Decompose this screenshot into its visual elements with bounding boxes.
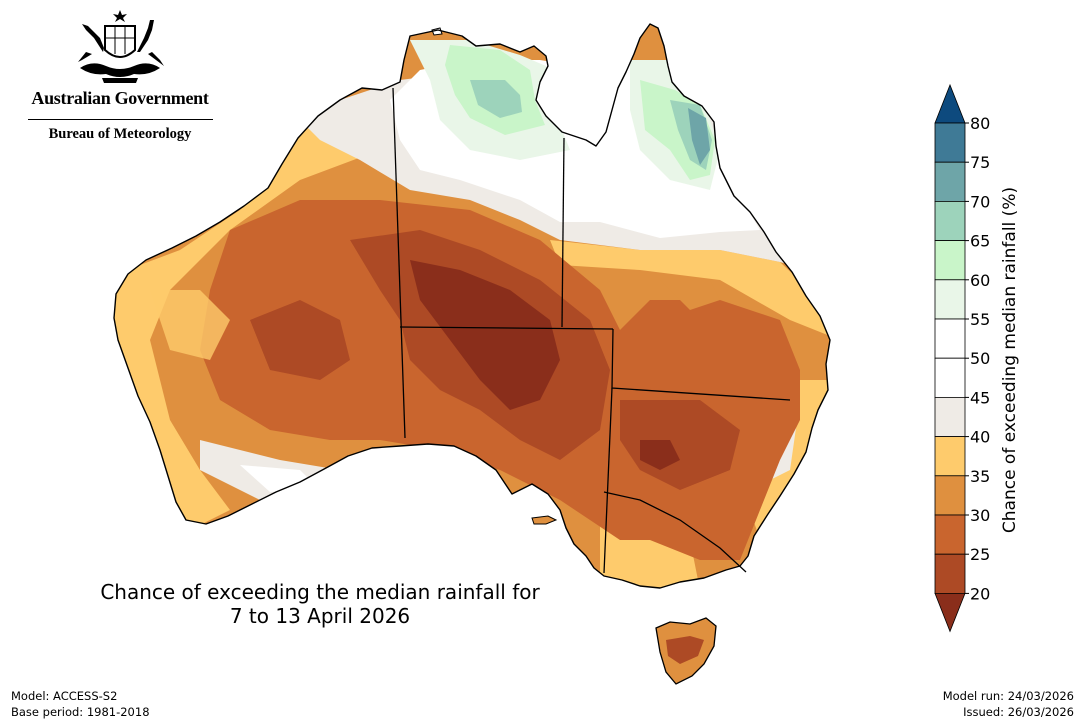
map-title-line-2: 7 to 13 April 2026	[229, 604, 411, 628]
emu-emblem	[137, 20, 164, 66]
colorbar-axis-label: Chance of exceeding median rainfall (%)	[1000, 187, 1020, 533]
government-title: Australian Government	[31, 88, 209, 108]
colorbar-bin	[934, 201, 966, 242]
colorbar-top-arrow	[934, 83, 966, 124]
map-title-line-1: Chance of exceeding the median rainfall …	[100, 580, 540, 604]
colorbar-bin	[934, 161, 966, 202]
kangaroo-emblem	[74, 24, 104, 64]
colorbar-bin	[934, 514, 966, 555]
colorbar-tick-label: 20	[970, 584, 990, 603]
colorbar-tick-label: 60	[970, 271, 990, 290]
probability-colorbar: 80 75 70 65 60 55 50 45 40 35 30 25 20 Chance of exc…	[934, 83, 1020, 633]
colorbar-bin	[934, 436, 966, 477]
colorbar-tick-label: 55	[970, 310, 990, 329]
wattle-emblem	[80, 63, 160, 77]
nt-qld-border	[561, 137, 565, 328]
model-run-date: Model run: 24/03/2026	[942, 689, 1074, 703]
rainfall-probability-field	[114, 24, 830, 685]
shield-emblem	[104, 25, 136, 58]
colorbar-tick-label: 65	[970, 232, 990, 251]
map-title: Chance of exceeding the median rainfall …	[60, 580, 580, 628]
colorbar-tick-label: 30	[970, 506, 990, 525]
coastline	[113, 23, 831, 589]
colorbar-tick-label: 50	[970, 349, 990, 368]
nt-sa-border	[399, 326, 614, 330]
star-emblem	[113, 10, 127, 22]
colorbar-bin	[934, 122, 966, 163]
colorbar-bin	[934, 318, 966, 359]
colorbar-tick-label: 75	[970, 153, 990, 172]
colorbar-tick-label: 80	[970, 114, 990, 133]
kangaroo-island	[531, 515, 558, 525]
colorbar-bin	[934, 357, 966, 398]
colorbar-tick-label: 40	[970, 428, 990, 447]
issued-date: Issued: 26/03/2026	[963, 705, 1074, 719]
colorbar-tick-label: 25	[970, 545, 990, 564]
colorbar-bin	[934, 396, 966, 437]
bom-logo: Australian Government Bureau of Meteorol…	[20, 8, 220, 143]
colorbar-tick-label: 45	[970, 388, 990, 407]
colorbar-tick-label: 70	[970, 192, 990, 211]
sa-vic-nsw-border	[603, 387, 613, 574]
base-period: Base period: 1981-2018	[11, 705, 150, 719]
colorbar-tick-label: 35	[970, 467, 990, 486]
footer-right: Model run: 24/03/2026 Issued: 26/03/2026	[943, 688, 1074, 720]
nsw-vic-border	[603, 491, 747, 573]
agency-name: Bureau of Meteorology	[48, 126, 192, 142]
coat-of-arms-emblem	[74, 10, 164, 83]
wa-border	[392, 87, 406, 439]
state-borders	[392, 87, 791, 574]
logo-divider	[28, 119, 213, 120]
colorbar-bin	[934, 553, 966, 594]
footer-left: Model: ACCESS-S2 Base period: 1981-2018	[11, 688, 150, 720]
colorbar-bin	[934, 475, 966, 516]
colorbar-bin	[934, 240, 966, 281]
colorbar-bottom-arrow	[934, 593, 966, 633]
australia-rainfall-map	[113, 23, 831, 685]
colorbar-bin	[934, 279, 966, 320]
model-name: Model: ACCESS-S2	[11, 689, 118, 703]
